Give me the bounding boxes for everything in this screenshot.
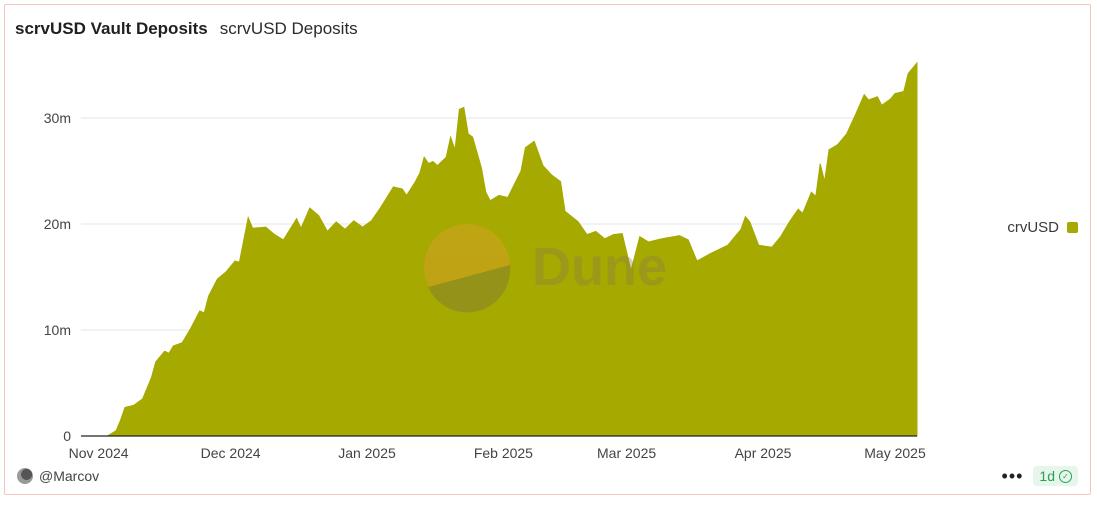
x-tick-label: Feb 2025 <box>474 445 533 461</box>
dune-watermark-text: Dune <box>532 237 667 297</box>
x-tick-label: Jan 2025 <box>338 445 396 461</box>
dune-logo-segment <box>428 265 511 313</box>
check-circle-icon: ✓ <box>1059 469 1072 483</box>
dune-watermark-overlay: Dune <box>424 224 667 313</box>
y-tick-label: 30m <box>44 110 71 126</box>
y-tick-label: 0 <box>63 428 71 444</box>
chart-title: scrvUSD Vault Deposits <box>15 19 208 38</box>
area-chart: 0 10m 20m 30m Dune Nov 2024 Dec 2024 Jan 2025 Fe… <box>44 61 926 461</box>
x-tick-label: Dec 2024 <box>201 445 261 461</box>
chart-subtitle: scrvUSD Deposits <box>219 19 358 38</box>
y-tick-label: 10m <box>44 322 71 338</box>
author-name: @Marcov <box>39 468 100 484</box>
legend[interactable]: crvUSD <box>1007 219 1078 236</box>
chart-header: scrvUSD Vault Deposits scrvUSD Deposits <box>15 19 358 39</box>
x-tick-label: Nov 2024 <box>69 445 129 461</box>
x-tick-label: Mar 2025 <box>597 445 656 461</box>
legend-swatch <box>1067 222 1078 233</box>
more-options-icon[interactable]: ••• <box>1001 466 1024 486</box>
dune-logo-circle <box>424 224 510 310</box>
avatar-icon <box>17 468 33 484</box>
author-info[interactable]: @Marcov <box>17 468 99 484</box>
x-tick-label: May 2025 <box>864 445 926 461</box>
x-tick-label: Apr 2025 <box>735 445 792 461</box>
legend-label: crvUSD <box>1007 219 1059 236</box>
chart-card: scrvUSD Vault Deposits scrvUSD Deposits … <box>4 4 1091 495</box>
footer-actions: ••• 1d ✓ <box>1002 466 1078 486</box>
area-series-crvusd <box>81 61 918 437</box>
refresh-badge[interactable]: 1d ✓ <box>1033 466 1078 486</box>
y-tick-label: 20m <box>44 216 71 232</box>
refresh-interval: 1d <box>1039 468 1055 484</box>
